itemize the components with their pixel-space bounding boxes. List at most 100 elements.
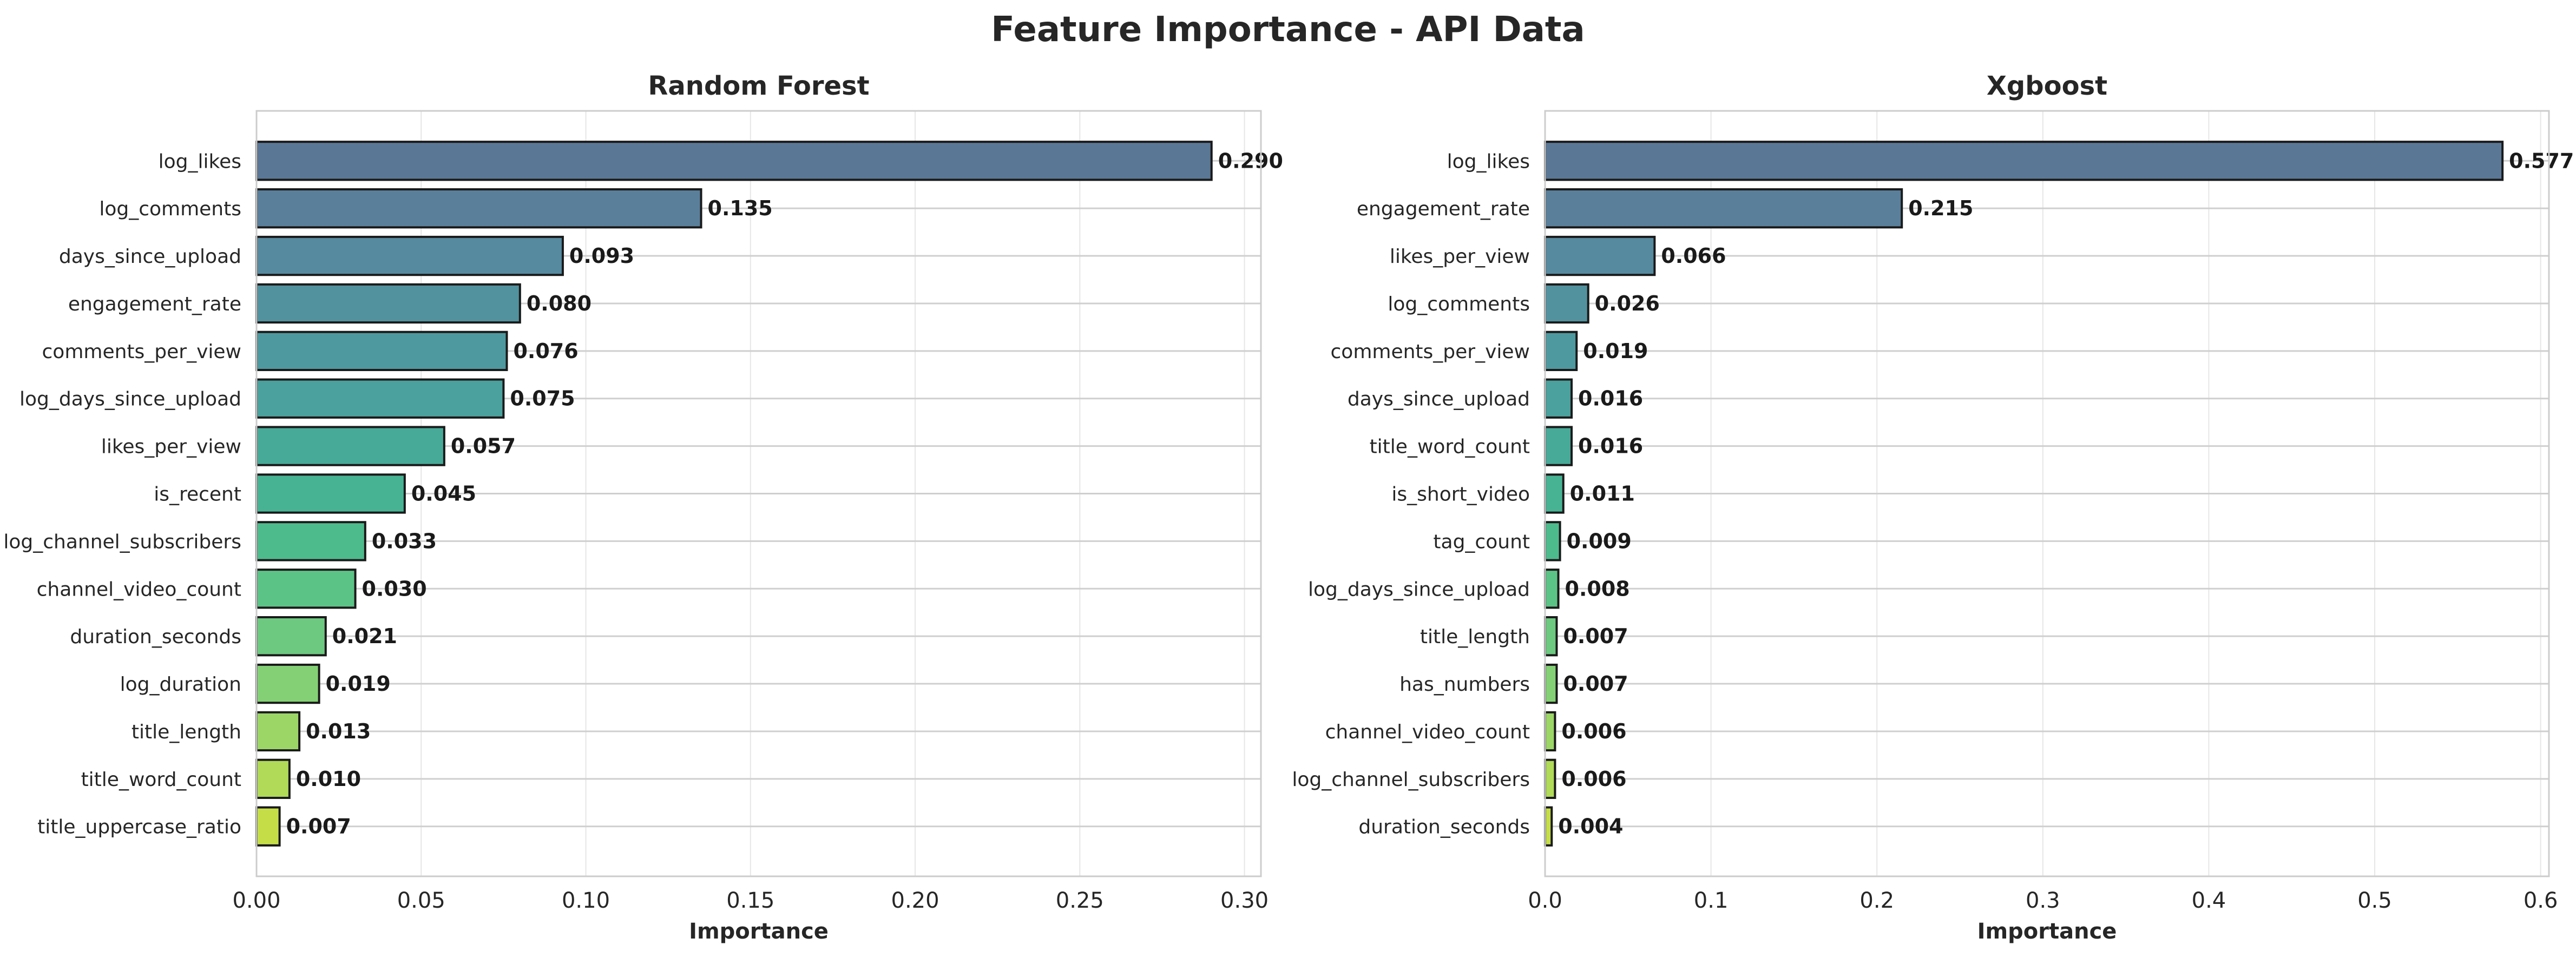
category-label: log_channel_subscribers bbox=[1292, 769, 1530, 791]
category-label: likes_per_view bbox=[101, 436, 241, 458]
bar-value-label: 0.215 bbox=[1908, 196, 1973, 220]
bar-value-label: 0.066 bbox=[1661, 244, 1726, 268]
x-tick-label: 0.30 bbox=[1220, 888, 1269, 913]
x-tick-label: 0.3 bbox=[2026, 888, 2060, 913]
bar-value-label: 0.008 bbox=[1565, 577, 1630, 600]
bar bbox=[255, 188, 702, 229]
category-label: duration_seconds bbox=[70, 626, 241, 648]
bar-value-label: 0.026 bbox=[1595, 292, 1660, 315]
x-axis-label: Importance bbox=[1977, 919, 2117, 944]
x-tick-label: 0.6 bbox=[2524, 888, 2558, 913]
category-label: days_since_upload bbox=[1348, 388, 1530, 411]
bar bbox=[1544, 663, 1558, 704]
bar-value-label: 0.076 bbox=[513, 339, 578, 363]
category-label: is_short_video bbox=[1391, 484, 1530, 506]
category-label: log_comments bbox=[99, 198, 241, 220]
category-label: comments_per_view bbox=[42, 341, 242, 363]
bar bbox=[255, 378, 505, 419]
category-label: title_uppercase_ratio bbox=[37, 816, 241, 838]
category-label: log_days_since_upload bbox=[1308, 578, 1530, 600]
panel-title: Random Forest bbox=[648, 71, 869, 101]
chart-panel-1: 0.00 0.05 0.10 0.15 0.20 0.25 0.30 0.290 log_lik… bbox=[3, 71, 1283, 944]
bar bbox=[255, 758, 291, 799]
chart-panel-2: 0.0 0.1 0.2 0.3 0.4 0.5 0.6 0.577 log_likes 0.215… bbox=[1292, 71, 2574, 944]
bar-value-label: 0.075 bbox=[510, 387, 575, 411]
bar-value-label: 0.080 bbox=[527, 292, 592, 315]
bar bbox=[1544, 141, 2504, 181]
plot-frame bbox=[255, 110, 1262, 877]
bar-value-label: 0.007 bbox=[1563, 672, 1628, 696]
category-label: log_duration bbox=[120, 673, 241, 696]
bar bbox=[255, 521, 366, 561]
x-tick-label: 0.20 bbox=[891, 888, 939, 913]
x-tick-label: 0.00 bbox=[232, 888, 280, 913]
category-label: log_days_since_upload bbox=[19, 388, 241, 411]
bar-value-label: 0.004 bbox=[1558, 815, 1623, 838]
bar-value-label: 0.290 bbox=[1218, 149, 1283, 173]
bar bbox=[1544, 378, 1573, 419]
bar bbox=[1544, 711, 1556, 752]
bar-value-label: 0.013 bbox=[306, 719, 371, 743]
bar bbox=[1544, 521, 1561, 561]
x-tick-label: 0.0 bbox=[1528, 888, 1562, 913]
category-label: engagement_rate bbox=[1357, 198, 1530, 220]
bar bbox=[255, 569, 357, 609]
category-label: days_since_upload bbox=[59, 246, 241, 268]
bar-value-label: 0.577 bbox=[2509, 149, 2574, 173]
bar-value-label: 0.011 bbox=[1570, 482, 1635, 506]
bar bbox=[1544, 569, 1560, 609]
bar bbox=[255, 235, 564, 276]
category-label: title_length bbox=[1420, 626, 1530, 648]
x-tick-label: 0.25 bbox=[1056, 888, 1104, 913]
bar-value-label: 0.006 bbox=[1561, 767, 1626, 791]
x-tick-label: 0.4 bbox=[2192, 888, 2226, 913]
x-axis-label: Importance bbox=[689, 919, 829, 944]
category-label: is_recent bbox=[154, 484, 241, 506]
x-tick-label: 0.15 bbox=[726, 888, 774, 913]
category-label: channel_video_count bbox=[1325, 721, 1530, 743]
bar bbox=[255, 331, 508, 371]
bar bbox=[1544, 806, 1553, 847]
bar-value-label: 0.019 bbox=[1583, 339, 1648, 363]
bar bbox=[255, 141, 1213, 181]
x-tick-label: 0.10 bbox=[562, 888, 610, 913]
category-label: log_likes bbox=[159, 150, 241, 173]
category-label: log_channel_subscribers bbox=[3, 531, 241, 553]
bar-value-label: 0.009 bbox=[1567, 529, 1632, 553]
bar bbox=[255, 616, 327, 657]
bar-value-label: 0.010 bbox=[296, 767, 361, 791]
bar-value-label: 0.057 bbox=[451, 434, 516, 458]
bar bbox=[1544, 426, 1573, 466]
bar bbox=[1544, 235, 1656, 276]
bar bbox=[255, 283, 521, 324]
bar bbox=[255, 426, 445, 466]
bar bbox=[255, 663, 320, 704]
x-tick-label: 0.05 bbox=[397, 888, 445, 913]
category-label: title_length bbox=[132, 721, 241, 743]
bar-value-label: 0.093 bbox=[569, 244, 634, 268]
category-label: duration_seconds bbox=[1358, 816, 1530, 838]
bar-value-label: 0.021 bbox=[332, 624, 397, 648]
category-label: likes_per_view bbox=[1390, 246, 1530, 268]
figure-title: Feature Importance - API Data bbox=[991, 10, 1585, 50]
bar bbox=[1544, 473, 1565, 514]
bar bbox=[1544, 758, 1556, 799]
bar bbox=[1544, 331, 1578, 371]
bar-value-label: 0.016 bbox=[1578, 387, 1643, 411]
panel-title: Xgboost bbox=[1987, 71, 2107, 101]
category-label: comments_per_view bbox=[1331, 341, 1530, 363]
bar-value-label: 0.016 bbox=[1578, 434, 1643, 458]
bar-value-label: 0.007 bbox=[286, 815, 351, 838]
x-tick-label: 0.2 bbox=[1859, 888, 1894, 913]
bar-value-label: 0.033 bbox=[372, 529, 437, 553]
category-label: engagement_rate bbox=[68, 293, 241, 315]
category-label: has_numbers bbox=[1399, 673, 1530, 696]
category-label: log_likes bbox=[1447, 150, 1530, 173]
category-label: log_comments bbox=[1388, 293, 1530, 315]
bar-value-label: 0.030 bbox=[362, 577, 427, 600]
bar-value-label: 0.135 bbox=[708, 196, 773, 220]
x-tick-label: 0.5 bbox=[2357, 888, 2392, 913]
category-label: tag_count bbox=[1433, 531, 1530, 553]
category-label: title_word_count bbox=[1370, 436, 1530, 458]
